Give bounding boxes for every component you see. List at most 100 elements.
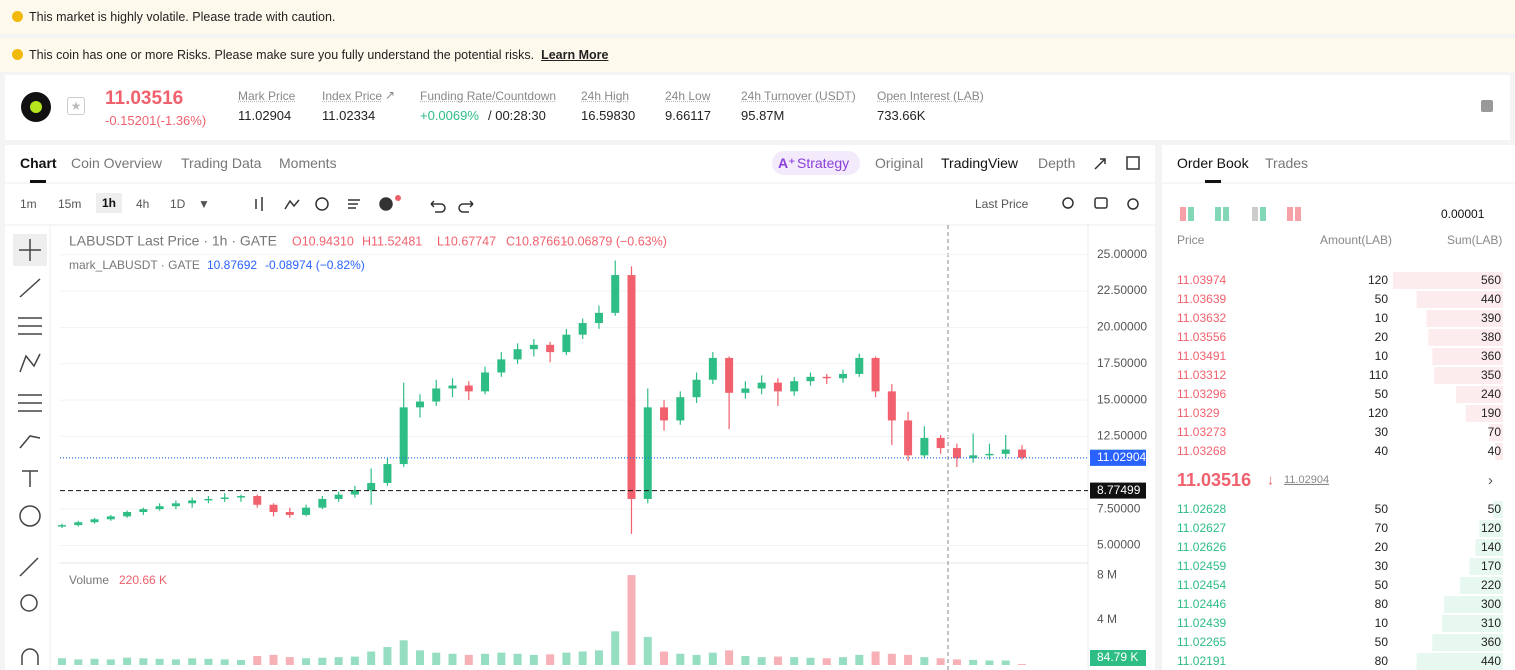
view-mode-icon: [1223, 207, 1229, 221]
ob-sum: 170: [1481, 559, 1501, 573]
candle-body: [643, 407, 652, 499]
ob-sum: 120: [1481, 521, 1501, 535]
view-tab[interactable]: Strategy: [797, 155, 850, 171]
candle-body: [334, 494, 343, 499]
candle-body: [660, 407, 669, 421]
price-type[interactable]: Last Price: [975, 197, 1029, 211]
candle-body: [188, 500, 197, 504]
volume-bar: [529, 654, 538, 665]
volume-bar: [106, 659, 115, 665]
volume-bar: [936, 658, 945, 665]
interval[interactable]: 4h: [136, 197, 150, 211]
ob-sum: 380: [1481, 330, 1501, 344]
learn-more-link[interactable]: Learn More: [541, 48, 609, 62]
volume-title: Volume: [69, 573, 109, 587]
precision[interactable]: 0.00001: [1441, 207, 1485, 221]
candle-body: [627, 275, 636, 499]
depth-bar: [1426, 310, 1503, 327]
interval[interactable]: 15m: [58, 197, 82, 211]
ob-sum: 560: [1481, 273, 1501, 287]
alert-dot: [395, 195, 401, 201]
volume-bar: [269, 654, 278, 665]
ohlc-value: H11.52481: [362, 234, 422, 248]
volume-bar: [367, 651, 376, 665]
drawing-tools[interactable]: [13, 234, 47, 665]
y-tick-label: 22.50000: [1097, 283, 1147, 297]
view-mode-icon: [1180, 207, 1186, 221]
interval[interactable]: 1m: [20, 197, 37, 211]
stat-label: Index Price: [322, 89, 383, 103]
candle-body: [497, 359, 506, 373]
candle-body: [155, 506, 164, 510]
volume-bar: [204, 658, 213, 665]
ob-price: 11.02439: [1177, 616, 1226, 630]
candle-body: [204, 498, 213, 501]
chart-tab[interactable]: Coin Overview: [71, 155, 163, 171]
volume-bar: [432, 652, 441, 665]
view-mode-icon: [1188, 207, 1194, 221]
candle-body: [481, 372, 490, 392]
ob-price: 11.03974: [1177, 273, 1226, 287]
ob-amount: 80: [1375, 654, 1389, 668]
ob-amount: 30: [1375, 425, 1389, 439]
volume-bar: [757, 657, 766, 665]
candle-body: [773, 382, 782, 392]
candle-body: [871, 357, 880, 392]
ob-sum: 390: [1481, 311, 1501, 325]
layout-icon[interactable]: [1481, 100, 1493, 112]
volume-bar: [627, 575, 636, 665]
ohlc-value: L10.67747: [437, 234, 496, 248]
candle-body: [318, 498, 327, 508]
candle-body: [887, 391, 896, 421]
candle-body: [415, 401, 424, 408]
price-tag: 11.02904: [1097, 450, 1146, 464]
strategy-icon[interactable]: A⁺: [778, 155, 796, 171]
candle-body: [58, 525, 66, 527]
favorite-button[interactable]: ★: [67, 97, 85, 115]
volume-tag: 84.79 K: [1097, 650, 1138, 664]
candle-body: [236, 496, 245, 498]
ob-sum: 140: [1481, 540, 1501, 554]
ob-price: 11.03273: [1177, 425, 1226, 439]
volume-tag-bg: [1090, 650, 1146, 666]
interval[interactable]: 1h: [96, 193, 123, 213]
ob-amount: 50: [1375, 387, 1389, 401]
candle-body: [676, 397, 685, 421]
price-tag-bg: [1090, 482, 1146, 499]
chart-tab[interactable]: Trading Data: [181, 155, 262, 171]
volume-value: 220.66 K: [119, 573, 167, 587]
ob-tab[interactable]: Order Book: [1177, 155, 1249, 171]
interval[interactable]: 1D: [170, 197, 186, 211]
chart-tab[interactable]: Chart: [20, 155, 57, 171]
view-tab[interactable]: TradingView: [941, 155, 1019, 171]
candle-body: [692, 379, 701, 398]
toolbar-icons[interactable]: [255, 156, 1140, 213]
stat-value: 16.59830: [581, 108, 636, 123]
volume-bar: [546, 654, 555, 665]
volume-bar: [285, 657, 294, 665]
ob-price: 11.02446: [1177, 597, 1226, 611]
view-tab[interactable]: Depth: [1038, 155, 1076, 171]
candle-body: [399, 407, 408, 465]
volume-tick-label: 8 M: [1097, 567, 1117, 581]
view-tab[interactable]: Original: [875, 155, 924, 171]
chart-tab[interactable]: Moments: [279, 155, 337, 171]
volume-bar: [415, 650, 424, 665]
volume-bar: [220, 659, 229, 665]
volume-bar: [855, 654, 864, 665]
ob-price: 11.02626: [1177, 540, 1226, 554]
volume-bar: [643, 636, 652, 665]
volume-bar: [497, 652, 506, 665]
depth-bar: [1489, 424, 1503, 441]
depth-bar: [1432, 348, 1503, 365]
candle-body: [383, 464, 392, 483]
ob-amount: 10: [1375, 311, 1389, 325]
volume-bar: [822, 658, 831, 665]
stat-label: Open Interest (LAB): [877, 89, 984, 103]
volume-bar: [887, 653, 896, 665]
ob-price: 11.03639: [1177, 292, 1226, 306]
depth-bar: [1416, 291, 1503, 308]
ob-price: 11.02627: [1177, 521, 1226, 535]
ob-tab[interactable]: Trades: [1265, 155, 1309, 171]
stat-value: +0.0069%: [420, 108, 479, 123]
